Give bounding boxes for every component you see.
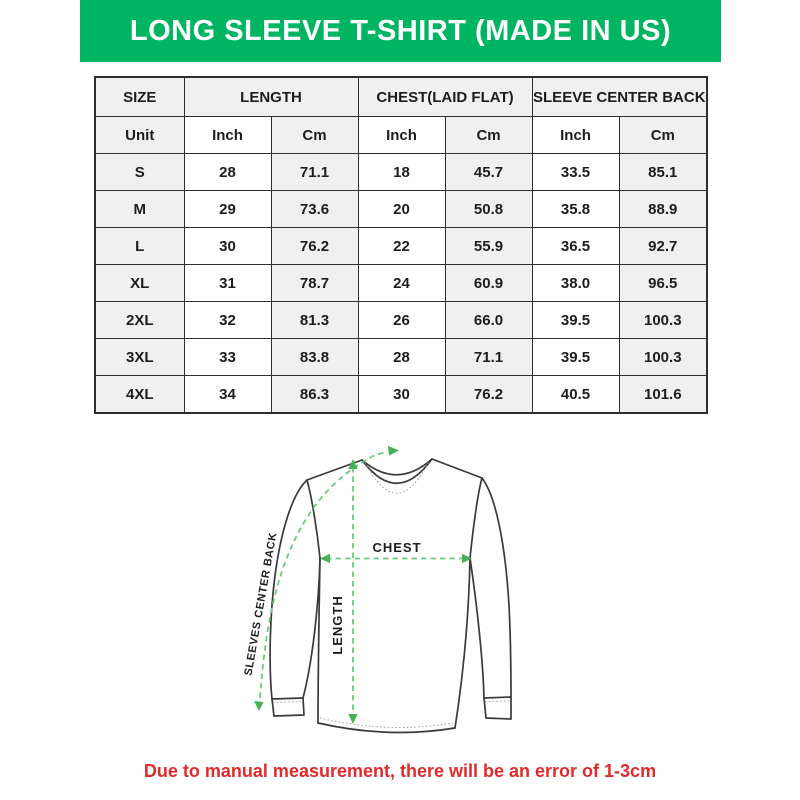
unit-cell: Inch (531, 116, 620, 154)
table-row: 2XL 32 81.3 26 66.0 39.5 100.3 (94, 301, 708, 339)
unit-cell: Cm (618, 116, 708, 154)
value-cell: 40.5 (531, 375, 620, 414)
unit-cell: Unit (94, 116, 185, 154)
value-cell: 45.7 (444, 153, 533, 191)
unit-cell: Cm (270, 116, 359, 154)
size-cell: L (94, 227, 185, 265)
size-cell: 2XL (94, 301, 185, 339)
sleeve-arrowhead-right-icon (388, 445, 399, 456)
header-chest: CHEST(LAID FLAT) (357, 76, 533, 117)
value-cell: 55.9 (444, 227, 533, 265)
value-cell: 92.7 (618, 227, 708, 265)
value-cell: 28 (183, 153, 272, 191)
value-cell: 60.9 (444, 264, 533, 302)
value-cell: 30 (183, 227, 272, 265)
value-cell: 73.6 (270, 190, 359, 228)
size-chart-table: SIZE LENGTH CHEST(LAID FLAT) SLEEVE CENT… (94, 76, 709, 414)
value-cell: 32 (183, 301, 272, 339)
value-cell: 88.9 (618, 190, 708, 228)
value-cell: 31 (183, 264, 272, 302)
value-cell: 29 (183, 190, 272, 228)
shirt-measurement-diagram: CHEST LENGTH SLEEVES CENTER BACK (242, 445, 512, 734)
header-sleeve: SLEEVE CENTER BACK (531, 76, 708, 117)
sleeve-arrowhead-down-icon (254, 701, 264, 711)
sleeve-center-back-label: SLEEVES CENTER BACK (242, 531, 279, 676)
value-cell: 28 (357, 338, 446, 376)
page-title: LONG SLEEVE T-SHIRT (MADE IN US) (129, 14, 672, 47)
value-cell: 33 (183, 338, 272, 376)
shirt-outline (269, 458, 512, 734)
table-row: XL 31 78.7 24 60.9 38.0 96.5 (94, 264, 708, 302)
value-cell: 33.5 (531, 153, 620, 191)
size-chart-container: SIZE LENGTH CHEST(LAID FLAT) SLEEVE CENT… (94, 76, 709, 414)
value-cell: 18 (357, 153, 446, 191)
table-row: 3XL 33 83.8 28 71.1 39.5 100.3 (94, 338, 708, 376)
size-cell: 3XL (94, 338, 185, 376)
value-cell: 50.8 (444, 190, 533, 228)
value-cell: 39.5 (531, 338, 620, 376)
table-row: L 30 76.2 22 55.9 36.5 92.7 (94, 227, 708, 265)
value-cell: 81.3 (270, 301, 359, 339)
value-cell: 101.6 (618, 375, 708, 414)
header-size: SIZE (94, 76, 185, 117)
sleeve-arrow-line (259, 450, 388, 699)
value-cell: 100.3 (618, 338, 708, 376)
value-cell: 20 (357, 190, 446, 228)
value-cell: 34 (183, 375, 272, 414)
chest-arrowhead-right-icon (462, 553, 472, 564)
length-label: LENGTH (330, 595, 345, 654)
value-cell: 36.5 (531, 227, 620, 265)
title-banner: LONG SLEEVE T-SHIRT (MADE IN US) (80, 0, 721, 62)
value-cell: 24 (357, 264, 446, 302)
unit-cell: Cm (444, 116, 533, 154)
shirt-stitch-lines (272, 460, 511, 728)
value-cell: 100.3 (618, 301, 708, 339)
size-cell: 4XL (94, 375, 185, 414)
chest-label: CHEST (372, 540, 421, 555)
table-row: 4XL 34 86.3 30 76.2 40.5 101.6 (94, 375, 708, 414)
table-row: S 28 71.1 18 45.7 33.5 85.1 (94, 153, 708, 191)
unit-cell: Inch (357, 116, 446, 154)
table-group-header-row: SIZE LENGTH CHEST(LAID FLAT) SLEEVE CENT… (94, 76, 708, 117)
value-cell: 78.7 (270, 264, 359, 302)
header-length: LENGTH (183, 76, 359, 117)
value-cell: 39.5 (531, 301, 620, 339)
measurement-arrows (259, 450, 466, 716)
value-cell: 96.5 (618, 264, 708, 302)
chest-arrowhead-left-icon (320, 553, 330, 564)
value-cell: 30 (357, 375, 446, 414)
length-arrowhead-down-icon (348, 714, 358, 724)
arrowheads (254, 445, 472, 724)
value-cell: 26 (357, 301, 446, 339)
value-cell: 71.1 (444, 338, 533, 376)
size-cell: XL (94, 264, 185, 302)
value-cell: 38.0 (531, 264, 620, 302)
value-cell: 86.3 (270, 375, 359, 414)
value-cell: 83.8 (270, 338, 359, 376)
value-cell: 85.1 (618, 153, 708, 191)
table-row: M 29 73.6 20 50.8 35.8 88.9 (94, 190, 708, 228)
table-unit-row: Unit Inch Cm Inch Cm Inch Cm (94, 116, 708, 154)
measurement-disclaimer: Due to manual measurement, there will be… (143, 761, 657, 781)
value-cell: 66.0 (444, 301, 533, 339)
unit-cell: Inch (183, 116, 272, 154)
size-cell: S (94, 153, 185, 191)
size-cell: M (94, 190, 185, 228)
value-cell: 76.2 (270, 227, 359, 265)
value-cell: 35.8 (531, 190, 620, 228)
length-arrowhead-up-icon (348, 459, 358, 469)
value-cell: 71.1 (270, 153, 359, 191)
value-cell: 76.2 (444, 375, 533, 414)
value-cell: 22 (357, 227, 446, 265)
